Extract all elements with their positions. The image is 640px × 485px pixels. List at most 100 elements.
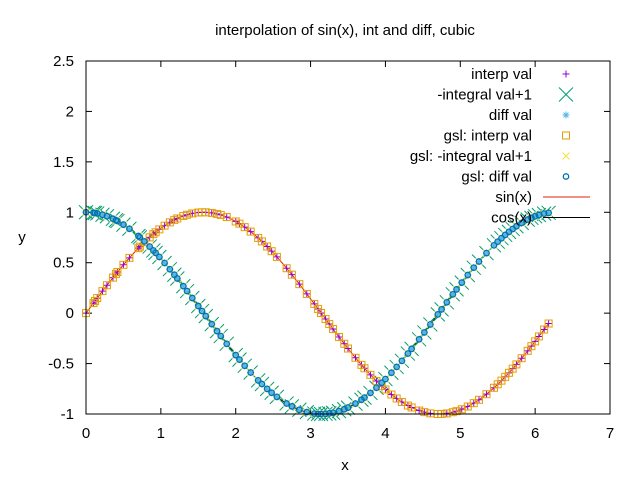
series-1-point bbox=[263, 243, 271, 251]
series-6-point bbox=[518, 219, 526, 227]
series-4-point bbox=[113, 268, 122, 277]
series-3-point bbox=[183, 287, 191, 295]
series-3-point bbox=[202, 312, 210, 320]
y-axis-label: y bbox=[18, 229, 26, 246]
series-6-point bbox=[464, 271, 472, 279]
series-6-point bbox=[483, 249, 490, 257]
series-1-point bbox=[351, 354, 359, 362]
series-3-point bbox=[283, 399, 291, 407]
x-tick-label: 7 bbox=[606, 425, 614, 442]
series-6-point bbox=[545, 209, 552, 217]
series-1-point bbox=[268, 247, 276, 255]
series-3-point bbox=[360, 394, 368, 402]
series-6-point bbox=[254, 376, 262, 384]
legend-marker-swatch bbox=[562, 152, 570, 160]
series-6-point bbox=[236, 356, 243, 363]
series-6-point bbox=[288, 403, 296, 410]
series-6-point bbox=[540, 210, 548, 217]
series-1-point bbox=[545, 320, 553, 328]
chart-title: interpolation of sin(x), int and diff, c… bbox=[215, 22, 475, 39]
series-3-point bbox=[173, 274, 181, 282]
series-3-point bbox=[136, 233, 144, 241]
legend-label: interp val bbox=[471, 66, 532, 83]
series-3-point bbox=[208, 320, 216, 328]
series-4-point bbox=[102, 281, 111, 290]
series-6-point bbox=[421, 329, 428, 336]
series-3-point bbox=[490, 241, 498, 249]
series-6-point bbox=[340, 405, 348, 413]
series-4-point bbox=[512, 360, 521, 369]
series-6-point bbox=[152, 249, 159, 257]
series-4-point bbox=[360, 364, 369, 373]
series-3-point bbox=[372, 384, 380, 392]
series-4-point bbox=[420, 408, 429, 417]
series-3-point bbox=[434, 310, 442, 318]
series-1-point bbox=[283, 264, 291, 272]
series-3-point bbox=[404, 350, 412, 358]
series-3-point bbox=[155, 253, 163, 261]
series-1-point bbox=[288, 271, 296, 279]
series-3-point bbox=[254, 376, 262, 384]
series-3-point bbox=[527, 214, 535, 222]
series-4-point bbox=[90, 297, 99, 306]
series-6-point bbox=[283, 400, 290, 407]
y-tick-label: 1.5 bbox=[53, 154, 74, 171]
series-3-point bbox=[540, 210, 548, 218]
series-6-point bbox=[217, 332, 225, 340]
series-4-point bbox=[93, 294, 102, 303]
series-3-point bbox=[241, 362, 249, 370]
series-6-point bbox=[120, 221, 127, 228]
series-3-point bbox=[146, 243, 154, 251]
series-6-point bbox=[344, 404, 352, 411]
series-4-point bbox=[119, 260, 128, 269]
series-6-point bbox=[449, 290, 457, 298]
series-6-point bbox=[268, 389, 275, 397]
series-4-point bbox=[201, 208, 210, 217]
series-4-point bbox=[381, 385, 390, 394]
series-6-point bbox=[213, 327, 221, 335]
series-1-point bbox=[366, 371, 374, 379]
series-4-point bbox=[282, 264, 291, 273]
series-1-point bbox=[125, 254, 133, 262]
series-1-point bbox=[540, 326, 548, 334]
series-6-point bbox=[258, 380, 266, 388]
y-tick-label: 0.5 bbox=[53, 255, 74, 272]
series-6-point bbox=[373, 384, 380, 392]
series-3-point bbox=[438, 305, 446, 313]
series-3-point bbox=[509, 225, 517, 233]
series-6-point bbox=[263, 385, 271, 393]
series-6-point bbox=[166, 265, 174, 273]
series-1-point bbox=[317, 309, 325, 317]
series-1-point bbox=[482, 390, 490, 398]
series-4-point bbox=[344, 344, 352, 353]
series-4-point bbox=[475, 395, 483, 404]
series-1-point bbox=[303, 290, 311, 298]
series-6-point bbox=[126, 225, 133, 233]
series-1-point bbox=[273, 253, 281, 261]
series-3-point bbox=[125, 225, 133, 233]
series-6-point bbox=[498, 234, 505, 242]
series-6-point bbox=[367, 389, 374, 397]
y-tick-label: 2.5 bbox=[53, 53, 74, 70]
series-3-point bbox=[398, 357, 406, 365]
series-3-point bbox=[198, 307, 206, 315]
series-3-point bbox=[235, 356, 243, 364]
series-3-point bbox=[408, 345, 416, 353]
series-1-point bbox=[98, 287, 106, 295]
series-6-point bbox=[325, 410, 333, 417]
x-tick-label: 6 bbox=[531, 425, 539, 442]
series-6-point bbox=[494, 238, 502, 246]
series-6-point bbox=[434, 311, 442, 318]
series-3-point bbox=[387, 369, 395, 377]
series-1-point bbox=[247, 228, 255, 236]
series-3-point bbox=[420, 328, 428, 336]
series-6-point bbox=[146, 243, 153, 250]
series-6-point bbox=[531, 212, 539, 220]
series-6-point bbox=[232, 351, 240, 359]
series-3-point bbox=[426, 320, 434, 328]
series-1-point bbox=[518, 354, 526, 362]
series-1-point bbox=[103, 281, 111, 289]
series-3-point bbox=[449, 290, 457, 298]
series-6-point bbox=[161, 259, 168, 267]
series-3-point bbox=[247, 368, 255, 376]
